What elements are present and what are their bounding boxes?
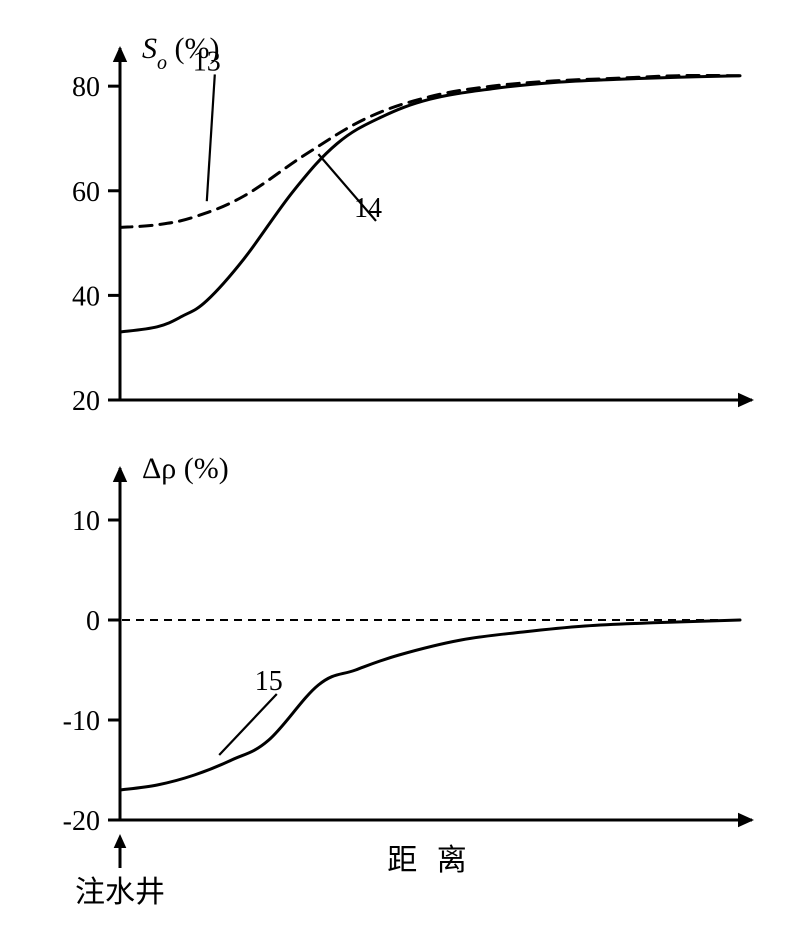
bottom-chart-ytick-label: -20 [63, 806, 100, 837]
top-chart-ytick-label: 60 [72, 177, 100, 208]
top-chart: 20406080So (%)1314 [72, 32, 754, 417]
injection-well-label: 注水井 [75, 876, 165, 909]
curve15 [120, 620, 740, 790]
top-chart-ytick-label: 20 [72, 386, 100, 417]
curve14-label: 14 [354, 193, 382, 224]
curve15-label: 15 [255, 666, 283, 697]
bottom-chart-ytick-label: 10 [72, 506, 100, 537]
x-axis-label: 距 离 [387, 844, 473, 877]
bottom-chart-ytick-label: -10 [63, 706, 100, 737]
bottom-chart: -20 -10 0 10 Δρ (%) 15 [63, 452, 754, 837]
curve13-leader [207, 74, 215, 201]
figure-svg: 20406080So (%)1314-20-10010Δρ (%)15距 离注水… [0, 0, 800, 949]
bottom-chart-y-label: Δρ (%) [142, 452, 229, 485]
curve15-leader [219, 694, 277, 755]
top-chart-ytick-label: 80 [72, 72, 100, 103]
top-chart-ytick-label: 40 [72, 281, 100, 312]
bottom-chart-ytick-label: 0 [86, 606, 100, 637]
curve13-label: 13 [193, 46, 221, 77]
